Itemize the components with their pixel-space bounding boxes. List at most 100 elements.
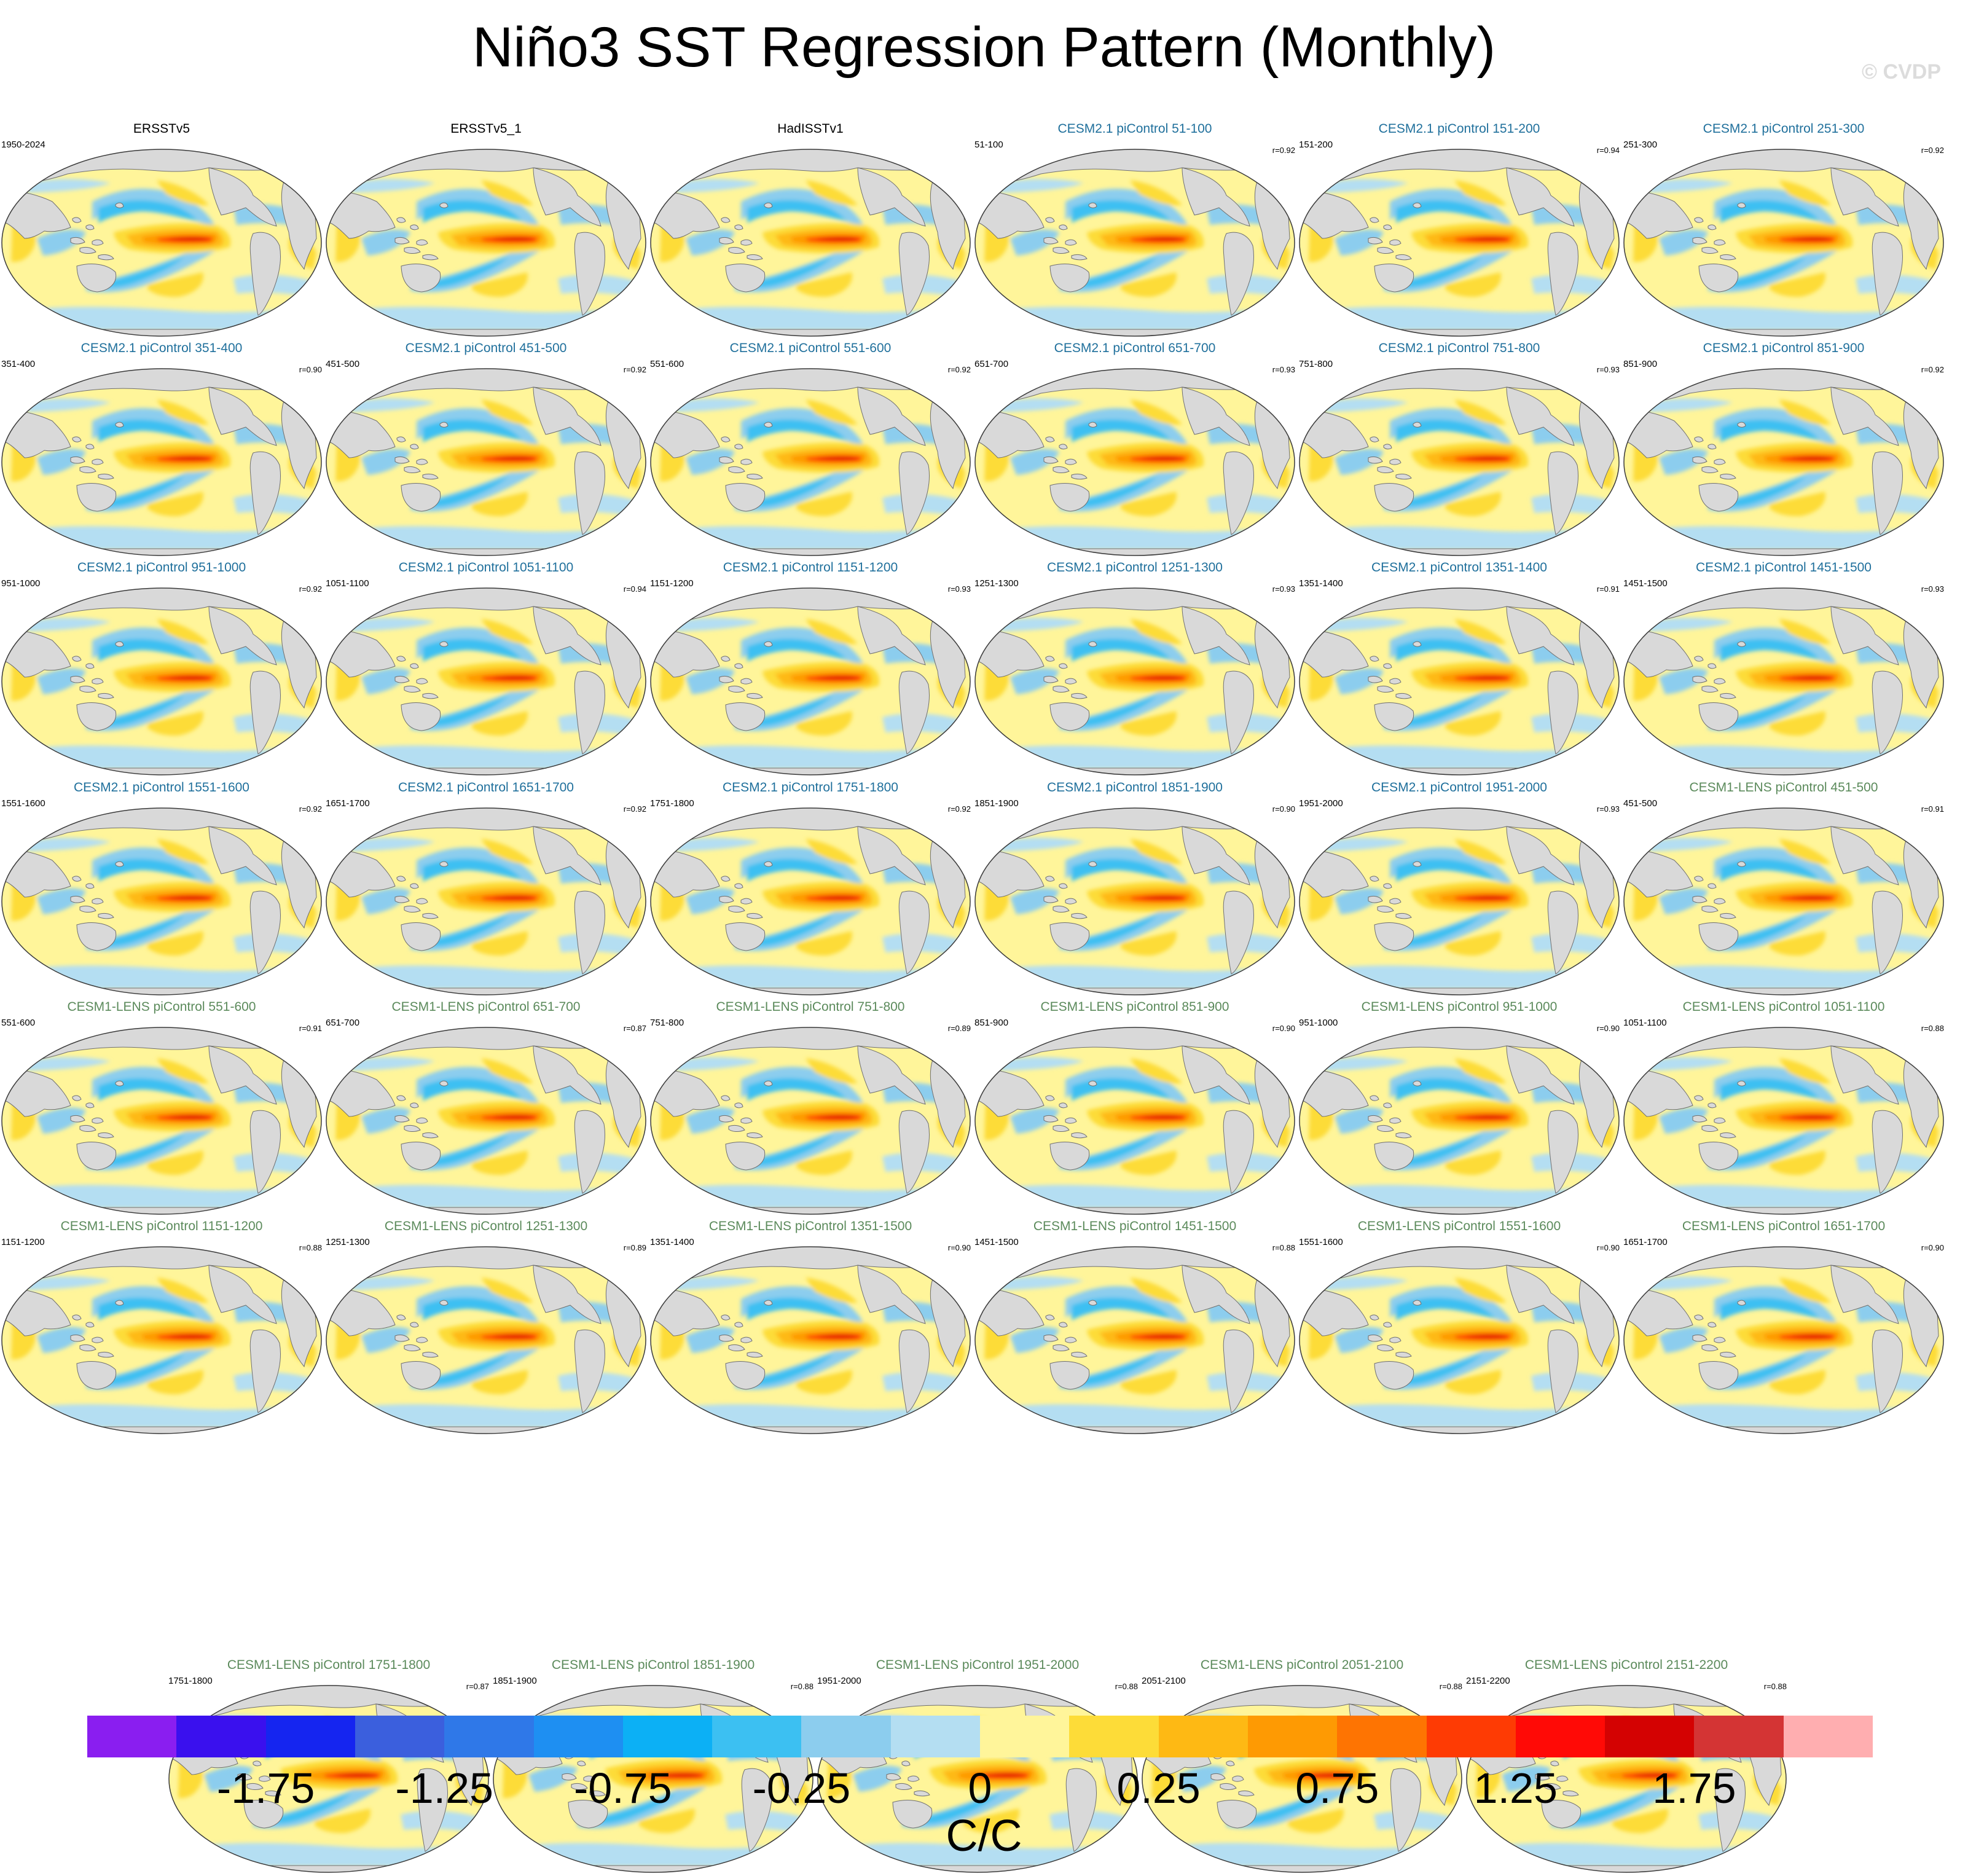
page-title: Niño3 SST Regression Pattern (Monthly) [472, 16, 1496, 79]
panel-correlation: r=0.87 [623, 1024, 646, 1033]
map-panel: CESM2.1 piControl 151-200 151-200 r=0.94 [1298, 122, 1621, 340]
panel-years: 1950-2024 [1, 139, 45, 150]
panel-title: CESM2.1 piControl 551-600 [729, 341, 892, 355]
colorbar-swatch [1783, 1716, 1873, 1757]
colorbar-swatch [712, 1716, 802, 1757]
panel-correlation: r=0.90 [947, 1243, 971, 1252]
panel-years: 251-300 [1623, 139, 1658, 150]
panel-title: CESM1-LENS piControl 2151-2200 [1524, 1658, 1728, 1672]
sst-regression-map [1623, 807, 1944, 995]
panel-title: CESM1-LENS piControl 1751-1800 [227, 1658, 431, 1672]
panel-years: 951-1000 [1, 578, 41, 589]
panel-correlation: r=0.94 [623, 584, 646, 594]
map-panel: CESM1-LENS piControl 951-1000 951-1000 r… [1298, 1000, 1621, 1218]
colorbar [87, 1716, 1873, 1757]
panel-correlation: r=0.92 [1921, 365, 1944, 374]
panel-years: 1051-1100 [1623, 1018, 1667, 1028]
panel-correlation: r=0.93 [1596, 365, 1620, 374]
panel-correlation: r=0.89 [623, 1243, 646, 1252]
panel-correlation: r=0.93 [1272, 365, 1295, 374]
colorbar-tick-label: 0 [968, 1764, 992, 1812]
panel-years: 551-600 [1, 1018, 36, 1028]
panel-years: 1951-2000 [1299, 798, 1343, 809]
panel-correlation: r=0.87 [466, 1682, 489, 1691]
panel-years: 651-700 [326, 1018, 360, 1028]
sst-regression-map [1, 587, 322, 775]
panel-years: 1651-1700 [1623, 1237, 1668, 1247]
sst-regression-map [650, 149, 971, 337]
map-panel: CESM2.1 piControl 351-400 351-400 r=0.90 [0, 341, 323, 559]
colorbar-tick-label: 0.75 [1295, 1764, 1379, 1812]
map-panel: CESM2.1 piControl 1051-1100 1051-1100 r=… [324, 560, 648, 779]
panel-correlation: r=0.88 [299, 1243, 322, 1252]
panel-years: 851-900 [974, 1018, 1009, 1028]
panel-correlation: r=0.94 [1596, 146, 1620, 155]
panel-years: 1351-1400 [1299, 578, 1343, 589]
panel-years: 1851-1900 [974, 798, 1019, 809]
sst-regression-map [974, 587, 1295, 775]
map-panel: CESM2.1 piControl 1551-1600 1551-1600 r=… [0, 780, 323, 999]
panel-title: CESM1-LENS piControl 1651-1700 [1682, 1219, 1886, 1233]
sst-regression-map [326, 1246, 646, 1434]
colorbar-swatch [1247, 1716, 1338, 1757]
sst-regression-map [650, 1246, 971, 1434]
panel-correlation: r=0.92 [299, 584, 322, 594]
panel-correlation: r=0.92 [947, 365, 971, 374]
colorbar-swatch [1426, 1716, 1516, 1757]
sst-regression-map [1299, 587, 1620, 775]
panel-title: CESM1-LENS piControl 451-500 [1689, 780, 1878, 795]
panel-correlation: r=0.89 [947, 1024, 971, 1033]
panel-years: 1151-1200 [1, 1237, 45, 1247]
map-panel: CESM2.1 piControl 651-700 651-700 r=0.93 [973, 341, 1296, 559]
map-panel: CESM2.1 piControl 1951-2000 1951-2000 r=… [1298, 780, 1621, 999]
sst-regression-map [1623, 368, 1944, 556]
panel-title: CESM2.1 piControl 251-300 [1703, 122, 1865, 136]
sst-regression-map [326, 368, 646, 556]
colorbar-tick-label: 0.25 [1116, 1764, 1201, 1812]
panel-years: 851-900 [1623, 359, 1658, 369]
panel-correlation: r=0.90 [1921, 1243, 1944, 1252]
panel-title: CESM1-LENS piControl 1351-1500 [708, 1219, 912, 1233]
panel-title: CESM2.1 piControl 1251-1300 [1046, 560, 1223, 575]
sst-regression-map [1, 368, 322, 556]
sst-regression-map [650, 1027, 971, 1215]
panel-title: CESM1-LENS piControl 651-700 [391, 1000, 581, 1014]
panel-title: CESM1-LENS piControl 851-900 [1040, 1000, 1229, 1014]
map-panel: CESM2.1 piControl 1851-1900 1851-1900 r=… [973, 780, 1296, 999]
panel-correlation: r=0.88 [1439, 1682, 1462, 1691]
colorbar-tick-label: -1.25 [395, 1764, 493, 1812]
panel-years: 151-200 [1299, 139, 1333, 150]
cvdp-watermark: © CVDP [1862, 60, 1941, 84]
panel-correlation: r=0.91 [1596, 584, 1620, 594]
panel-correlation: r=0.92 [947, 804, 971, 814]
map-panel: CESM1-LENS piControl 1551-1600 1551-1600… [1298, 1219, 1621, 1437]
sst-regression-map [1299, 149, 1620, 337]
sst-regression-map [1623, 587, 1944, 775]
panel-years: 1651-1700 [326, 798, 370, 809]
panel-years: 1751-1800 [650, 798, 694, 809]
panel-correlation: r=0.93 [1596, 804, 1620, 814]
panel-correlation: r=0.90 [1596, 1243, 1620, 1252]
maps-grid: ERSSTv5 1950-2024 [0, 122, 1944, 1873]
panel-title: CESM2.1 piControl 51-100 [1057, 122, 1212, 136]
panel-title: CESM1-LENS piControl 1851-1900 [551, 1658, 755, 1672]
sst-regression-map [650, 807, 971, 995]
panel-title: CESM2.1 piControl 1051-1100 [398, 560, 574, 575]
panel-years: 2051-2100 [1142, 1676, 1186, 1686]
colorbar-tick-label: 1.75 [1652, 1764, 1736, 1812]
panel-title: CESM1-LENS piControl 551-600 [67, 1000, 256, 1014]
panel-years: 451-500 [1623, 798, 1658, 809]
panel-title: HadISSTv1 [777, 122, 844, 136]
colorbar-tick-label: -0.75 [574, 1764, 672, 1812]
map-panel: CESM1-LENS piControl 751-800 751-800 r=0… [649, 1000, 972, 1218]
panel-title: CESM2.1 piControl 1351-1400 [1371, 560, 1547, 575]
map-panel: CESM2.1 piControl 1751-1800 1751-1800 r=… [649, 780, 972, 999]
sst-regression-map [974, 149, 1295, 337]
panel-correlation: r=0.93 [947, 584, 971, 594]
sst-regression-map [1, 149, 322, 337]
colorbar-swatch [1515, 1716, 1605, 1757]
panel-title: CESM2.1 piControl 951-1000 [77, 560, 246, 575]
panel-years: 2151-2200 [1466, 1676, 1510, 1686]
panel-years: 1051-1100 [326, 578, 369, 589]
colorbar-unit: C/C [946, 1811, 1022, 1861]
